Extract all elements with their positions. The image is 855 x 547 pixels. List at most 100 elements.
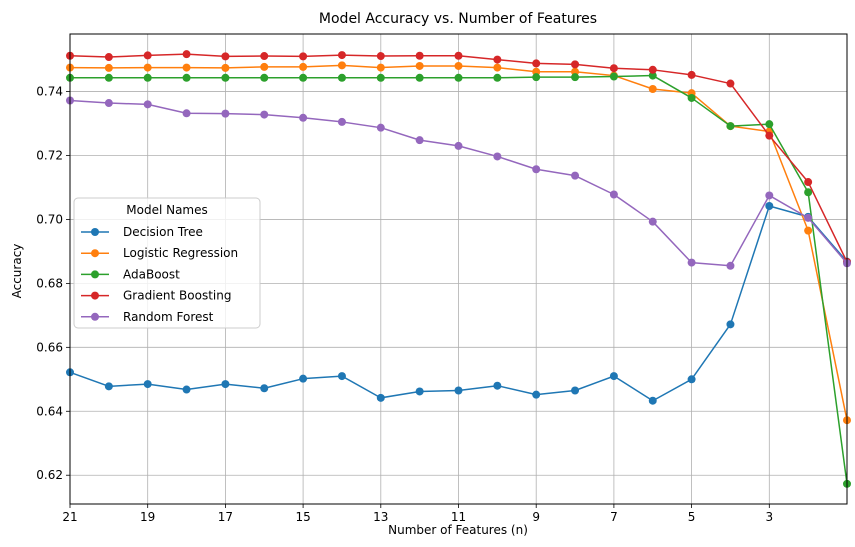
data-point-decision-tree [571,386,580,395]
data-point-decision-tree [726,320,735,329]
legend-title: Model Names [126,203,208,217]
data-point-adaboost [182,73,191,82]
data-point-logistic-regression [337,61,346,70]
x-tick-label: 15 [295,510,310,524]
data-point-adaboost [376,73,385,82]
data-point-random-forest [104,99,113,108]
data-point-random-forest [765,191,774,200]
y-tick-label: 0.74 [36,85,63,99]
data-point-random-forest [726,261,735,270]
legend-swatch-marker [91,291,99,300]
data-point-gradient-boosting [687,70,696,79]
legend-label: Gradient Boosting [123,289,231,303]
data-point-decision-tree [104,382,113,391]
data-point-logistic-regression [299,62,308,71]
data-point-decision-tree [493,381,502,390]
data-point-gradient-boosting [765,131,774,140]
data-point-adaboost [726,122,735,131]
data-point-adaboost [260,73,269,82]
data-point-decision-tree [532,390,541,399]
data-point-adaboost [532,73,541,82]
legend-item-decision-tree: Decision Tree [81,225,203,239]
x-tick-label: 21 [62,510,77,524]
x-tick-label: 9 [532,510,540,524]
legend-item-random-forest: Random Forest [81,310,214,324]
legend-box [73,197,261,329]
legend-swatch-marker [91,228,99,236]
data-point-random-forest [182,109,191,118]
data-point-random-forest [804,213,813,222]
data-point-random-forest [571,171,580,180]
data-point-decision-tree [765,202,774,211]
data-point-decision-tree [221,380,230,389]
data-point-logistic-regression [376,63,385,72]
data-point-random-forest [337,117,346,126]
legend-swatch-marker [91,312,99,321]
data-point-adaboost [299,73,308,82]
data-point-decision-tree [143,380,152,389]
data-point-random-forest [260,110,269,119]
legend-items: Decision Tree Logistic Regression AdaBoost… [81,225,238,324]
data-point-gradient-boosting [609,64,618,73]
y-tick-label: 0.70 [36,212,63,226]
series-gradient-boosting [66,50,851,266]
data-point-gradient-boosting [260,52,269,61]
x-tick-label: 13 [373,510,388,524]
data-point-adaboost [571,73,580,82]
data-point-gradient-boosting [182,50,191,59]
data-point-gradient-boosting [415,51,424,60]
data-point-decision-tree [182,385,191,394]
data-point-decision-tree [609,372,618,381]
data-point-logistic-regression [454,61,463,70]
data-point-decision-tree [415,387,424,396]
data-point-logistic-regression [804,226,813,235]
data-point-logistic-regression [221,63,230,72]
x-tick-label: 17 [218,510,233,524]
x-tick-label: 19 [140,510,155,524]
y-tick-label: 0.66 [36,340,63,354]
data-point-logistic-regression [143,63,152,72]
data-point-logistic-regression [493,63,502,72]
y-tick-label: 0.64 [36,404,63,418]
x-tick-label: 3 [765,510,773,524]
legend-label: Logistic Regression [123,246,238,260]
x-tick-label: 5 [688,510,696,524]
series-layer [66,50,851,488]
data-point-gradient-boosting [299,52,308,61]
y-axis-ticks: 0.62 0.64 0.66 0.68 0.70 0.72 0.74 [36,85,70,482]
data-point-gradient-boosting [804,178,813,187]
data-point-adaboost [221,73,230,82]
legend-swatch-marker [91,249,99,258]
data-point-logistic-regression [104,63,113,72]
data-point-decision-tree [260,384,269,393]
data-point-adaboost [648,71,657,80]
data-point-random-forest [376,123,385,132]
y-tick-label: 0.68 [36,276,63,290]
chart-title: Model Accuracy vs. Number of Features [319,11,597,27]
y-tick-label: 0.72 [36,148,63,162]
data-point-gradient-boosting [337,51,346,60]
data-point-random-forest [415,136,424,145]
series-random-forest [66,96,851,270]
data-point-decision-tree [454,386,463,395]
data-point-logistic-regression [648,84,657,93]
data-point-adaboost [765,120,774,129]
legend-item-gradient-boosting: Gradient Boosting [81,289,231,303]
data-point-random-forest [648,217,657,226]
legend-label: AdaBoost [123,267,180,281]
data-point-gradient-boosting [493,55,502,64]
data-point-gradient-boosting [454,51,463,60]
data-point-logistic-regression [260,62,269,71]
legend-label: Random Forest [123,310,214,324]
data-point-decision-tree [299,374,308,383]
data-point-gradient-boosting [104,53,113,62]
grid-lines [69,34,847,504]
data-point-gradient-boosting [571,60,580,69]
data-point-decision-tree [337,372,346,381]
data-point-random-forest [493,152,502,161]
legend-swatch-marker [91,270,99,279]
data-point-gradient-boosting [221,52,230,61]
legend-item-logistic-regression: Logistic Regression [81,246,238,260]
data-point-random-forest [143,100,152,109]
